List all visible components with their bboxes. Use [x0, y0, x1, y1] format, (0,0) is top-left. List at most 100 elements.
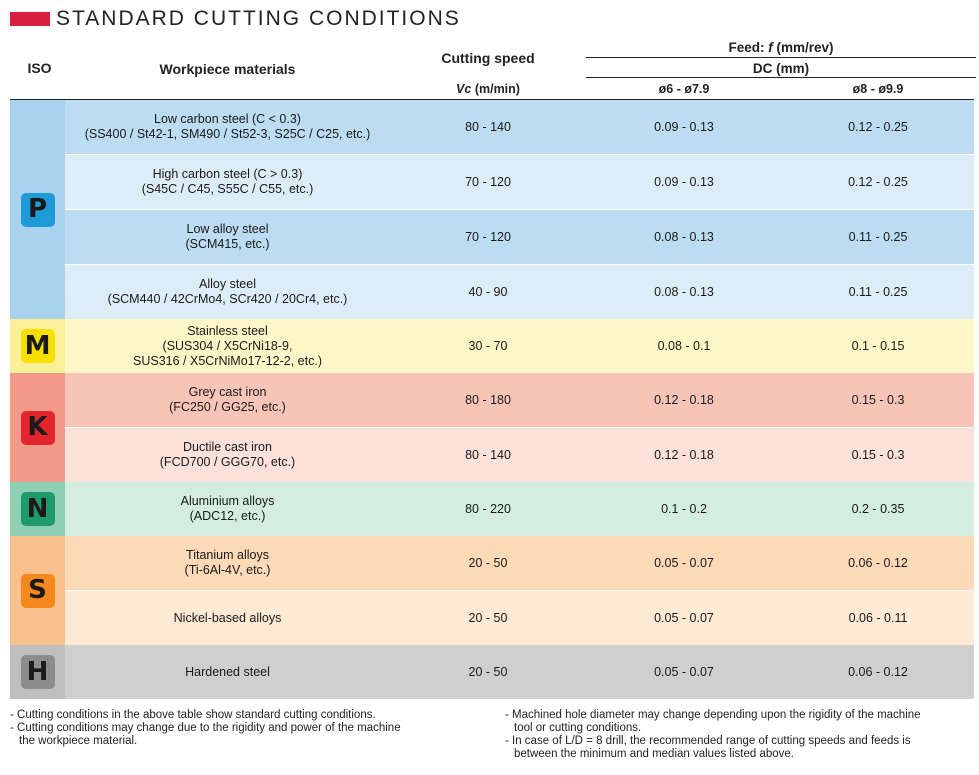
material-cell: Low carbon steel (C < 0.3) (SS400 / St42-… [65, 100, 390, 155]
material-name: Nickel-based alloys [173, 610, 282, 625]
header-vc: Vc (m/min) [390, 82, 586, 96]
section-title: STANDARD CUTTING CONDITIONS [10, 7, 461, 31]
cutting-speed-cell: 20 - 50 [390, 590, 586, 645]
header-cutting-speed: Cutting speed [441, 50, 535, 66]
material-name: Alloy steel [199, 277, 256, 291]
header-materials: Workpiece materials [159, 61, 296, 77]
header-feed: Feed: f (mm/rev) [586, 40, 976, 55]
table-row: K Grey cast iron (FC250 / GG25, etc.) 80 - … [10, 373, 974, 482]
material-name: Low alloy steel [186, 222, 269, 236]
table-row: Ductile cast iron (FCD700 / GGG70, etc.) 8… [10, 427, 974, 482]
cutting-speed-cell: 40 - 90 [390, 264, 586, 319]
feed-symbol: f [768, 40, 773, 55]
iso-badge-k: K [20, 410, 55, 445]
header-iso: ISO [27, 60, 52, 76]
material-detail: (Ti-6Al-4V, etc.) [184, 563, 271, 577]
iso-badge-h: H [20, 655, 55, 689]
note-line: - In case of L/D = 8 drill, the recommen… [505, 735, 911, 747]
material-detail: (S45C / C45, S55C / C55, etc.) [141, 182, 314, 196]
material-cell: High carbon steel (C > 0.3) (S45C / C45, … [65, 154, 390, 210]
feed-unit: (mm/rev) [772, 40, 834, 55]
table-row: High carbon steel (C > 0.3) (S45C / C45, … [10, 154, 974, 210]
feed-cell: 0.12 - 0.25 [782, 100, 974, 155]
feed-cell: 0.05 - 0.07 [586, 645, 782, 699]
note-line: - Machined hole diameter may change depe… [505, 709, 921, 721]
header-dia2: ø8 - ø9.9 [852, 82, 904, 96]
cutting-speed-cell: 80 - 140 [390, 100, 586, 155]
feed-cell: 0.06 - 0.12 [782, 536, 974, 591]
feed-cell: 0.12 - 0.18 [586, 427, 782, 482]
table-row: Nickel-based alloys 20 - 50 0.05 - 0.07 0.0… [10, 590, 974, 645]
page-title: STANDARD CUTTING CONDITIONS [56, 7, 461, 30]
note-line: - Cutting conditions in the above table … [10, 709, 376, 721]
material-name: Aluminium alloys [180, 494, 275, 508]
material-cell: Titanium alloys (Ti-6Al-4V, etc.) [65, 536, 390, 591]
material-cell: Grey cast iron (FC250 / GG25, etc.) [65, 373, 390, 428]
cutting-speed-cell: 80 - 220 [390, 482, 586, 536]
material-detail: (SUS304 / X5CrNi18-9, [162, 338, 293, 353]
material-name: Hardened steel [185, 664, 270, 679]
feed-cell: 0.15 - 0.3 [782, 427, 974, 482]
feed-cell: 0.1 - 0.15 [782, 319, 974, 373]
iso-cell: P [10, 100, 65, 319]
feed-cell: 0.05 - 0.07 [586, 590, 782, 645]
cutting-conditions-table: P Low carbon steel (C < 0.3) (SS400 / St42… [10, 100, 974, 699]
material-name: Low carbon steel (C < 0.3) [154, 112, 301, 126]
cutting-speed-cell: 70 - 120 [390, 154, 586, 210]
material-cell: Low alloy steel (SCM415, etc.) [65, 209, 390, 265]
iso-cell: M [10, 319, 65, 373]
iso-cell: H [10, 645, 65, 699]
material-name: High carbon steel (C > 0.3) [152, 167, 303, 181]
feed-cell: 0.05 - 0.07 [586, 536, 782, 591]
material-detail: (SCM440 / 42CrMo4, SCr420 / 20Cr4, etc.) [107, 292, 348, 306]
feed-cell: 0.1 - 0.2 [586, 482, 782, 536]
material-detail: (SCM415, etc.) [185, 237, 270, 251]
feed-cell: 0.11 - 0.25 [782, 209, 974, 265]
material-cell: Ductile cast iron (FCD700 / GGG70, etc.) [65, 427, 390, 482]
notes-right: - Machined hole diameter may change depe… [505, 709, 975, 761]
notes-left: - Cutting conditions in the above table … [10, 709, 500, 748]
iso-cell: S [10, 536, 65, 645]
material-detail: (FCD700 / GGG70, etc.) [159, 455, 296, 469]
table-row: Alloy steel (SCM440 / 42CrMo4, SCr420 / 2… [10, 264, 974, 319]
material-detail: (SS400 / St42-1, SM490 / St52-3, S25C / … [84, 127, 371, 141]
iso-badge-p: P [20, 192, 55, 227]
feed-cell: 0.06 - 0.11 [782, 590, 974, 645]
feed-cell: 0.11 - 0.25 [782, 264, 974, 319]
header-dc: DC (mm) [752, 61, 810, 76]
vc-symbol: Vc [456, 82, 472, 96]
material-detail: (ADC12, etc.) [189, 509, 266, 523]
iso-badge-s: S [20, 573, 55, 608]
table-row: N Aluminium alloys (ADC12, etc.) 80 - 220 0.… [10, 482, 974, 536]
dc-divider [586, 77, 976, 78]
material-detail: (FC250 / GG25, etc.) [169, 400, 286, 414]
material-cell: Hardened steel [65, 645, 390, 699]
material-name: Stainless steel [187, 323, 268, 338]
feed-cell: 0.2 - 0.35 [782, 482, 974, 536]
header-dia1: ø6 - ø7.9 [658, 82, 710, 96]
iso-cell: K [10, 373, 65, 482]
table-row: P Low carbon steel (C < 0.3) (SS400 / St42… [10, 100, 974, 319]
feed-cell: 0.09 - 0.13 [586, 154, 782, 210]
feed-cell: 0.08 - 0.13 [586, 264, 782, 319]
table-row: M Stainless steel (SUS304 / X5CrNi18-9, SUS… [10, 319, 974, 373]
material-cell: Aluminium alloys (ADC12, etc.) [65, 482, 390, 536]
cutting-speed-cell: 20 - 50 [390, 645, 586, 699]
feed-prefix: Feed: [728, 40, 769, 55]
material-detail: SUS316 / X5CrNiMo17-12-2, etc.) [133, 353, 322, 368]
feed-cell: 0.08 - 0.13 [586, 209, 782, 265]
feed-cell: 0.15 - 0.3 [782, 373, 974, 428]
feed-divider [586, 57, 976, 58]
note-line: - Cutting conditions may change due to t… [10, 722, 401, 734]
vc-unit: (m/min) [471, 82, 520, 96]
title-accent-bar [10, 12, 50, 26]
table-row: S Titanium alloys (Ti-6Al-4V, etc.) 20 - 50… [10, 536, 974, 645]
material-name: Grey cast iron [188, 385, 267, 399]
cutting-speed-cell: 80 - 180 [390, 373, 586, 428]
note-line: the workpiece material. [19, 735, 138, 747]
cutting-speed-cell: 30 - 70 [390, 319, 586, 373]
feed-cell: 0.08 - 0.1 [586, 319, 782, 373]
iso-badge-n: N [20, 492, 55, 526]
material-cell: Stainless steel (SUS304 / X5CrNi18-9, SUS3… [65, 319, 390, 373]
feed-cell: 0.12 - 0.18 [586, 373, 782, 428]
